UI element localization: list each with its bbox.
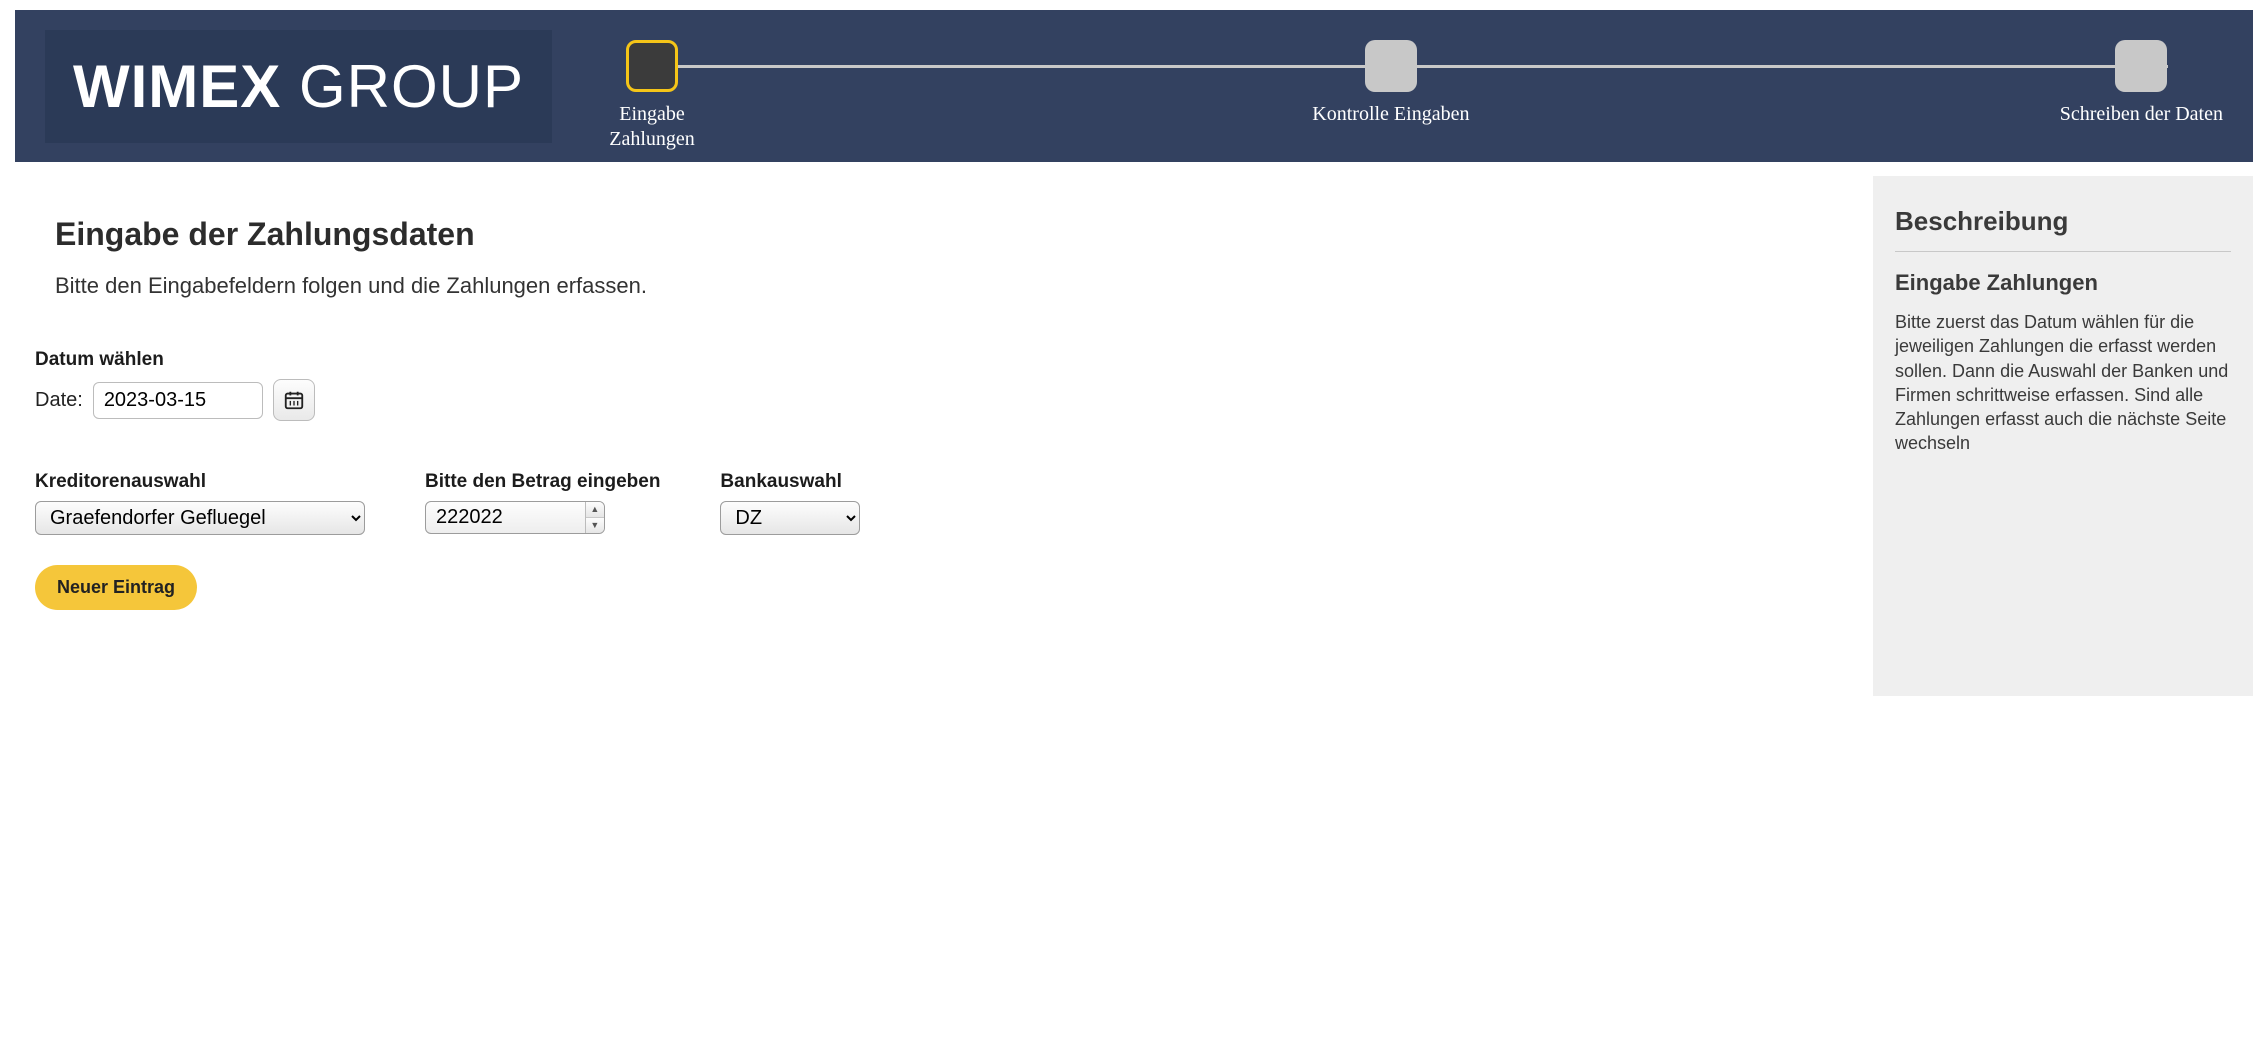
kreditor-column: Kreditorenauswahl Graefendorfer Gefluege… xyxy=(35,471,365,535)
kreditor-select[interactable]: Graefendorfer Gefluegel xyxy=(35,501,365,535)
bank-select[interactable]: DZ xyxy=(720,501,860,535)
form-row: Kreditorenauswahl Graefendorfer Gefluege… xyxy=(35,471,1833,535)
step-box xyxy=(2115,40,2167,92)
kreditor-label: Kreditorenauswahl xyxy=(35,471,365,493)
body-row: Eingabe der Zahlungsdaten Bitte den Eing… xyxy=(15,176,2253,696)
sidebar-body: Bitte zuerst das Datum wählen für die je… xyxy=(1895,310,2231,456)
sidebar: Beschreibung Eingabe Zahlungen Bitte zue… xyxy=(1873,176,2253,696)
step-box-active xyxy=(626,40,678,92)
date-section: Datum wählen Date: xyxy=(35,349,1833,421)
date-input[interactable] xyxy=(93,382,263,419)
calendar-icon xyxy=(283,389,305,411)
logo-light: GROUP xyxy=(299,53,524,120)
date-prefix-label: Date: xyxy=(35,389,83,412)
logo-bold: WIMEX xyxy=(73,53,281,120)
page-subtitle: Bitte den Eingabefeldern folgen und die … xyxy=(55,273,1833,299)
page-root: WIMEX GROUP Eingabe Zahlungen Kontrolle … xyxy=(0,0,2268,1064)
stepper: Eingabe Zahlungen Kontrolle Eingaben Sch… xyxy=(582,30,2223,152)
page-title: Eingabe der Zahlungsdaten xyxy=(55,216,1833,253)
calendar-button[interactable] xyxy=(273,379,315,421)
date-row: Date: xyxy=(35,379,1833,421)
step-label: Schreiben der Daten xyxy=(2060,102,2223,127)
header: WIMEX GROUP Eingabe Zahlungen Kontrolle … xyxy=(15,10,2253,162)
betrag-input-wrap: ▲ ▼ xyxy=(425,501,605,534)
step-label: Eingabe Zahlungen xyxy=(609,102,695,152)
spin-down-button[interactable]: ▼ xyxy=(586,518,604,533)
betrag-column: Bitte den Betrag eingeben ▲ ▼ xyxy=(425,471,660,535)
new-entry-button[interactable]: Neuer Eintrag xyxy=(35,565,197,610)
spin-up-button[interactable]: ▲ xyxy=(586,502,604,518)
step-box xyxy=(1365,40,1417,92)
step-schreiben-der-daten[interactable]: Schreiben der Daten xyxy=(2060,40,2223,127)
date-heading: Datum wählen xyxy=(35,349,1833,371)
main-column: Eingabe der Zahlungsdaten Bitte den Eing… xyxy=(15,176,1873,610)
step-kontrolle-eingaben[interactable]: Kontrolle Eingaben xyxy=(1312,40,1469,127)
sidebar-title: Beschreibung xyxy=(1895,206,2231,252)
bank-label: Bankauswahl xyxy=(720,471,860,493)
step-eingabe-zahlungen[interactable]: Eingabe Zahlungen xyxy=(582,40,722,152)
step-label: Kontrolle Eingaben xyxy=(1312,102,1469,127)
sidebar-subtitle: Eingabe Zahlungen xyxy=(1895,270,2231,296)
logo-text: WIMEX GROUP xyxy=(73,53,524,120)
bank-column: Bankauswahl DZ xyxy=(720,471,860,535)
logo: WIMEX GROUP xyxy=(45,30,552,143)
spin-buttons: ▲ ▼ xyxy=(585,502,604,533)
betrag-input[interactable] xyxy=(426,502,585,533)
betrag-label: Bitte den Betrag eingeben xyxy=(425,471,660,493)
